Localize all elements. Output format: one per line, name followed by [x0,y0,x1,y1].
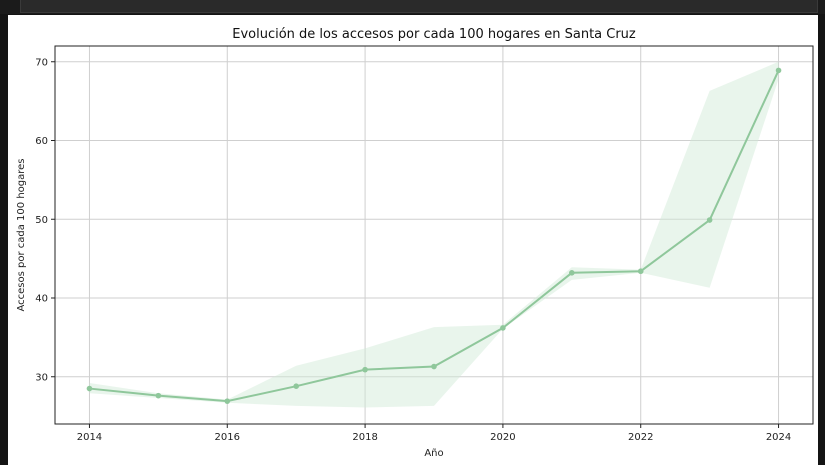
data-point [706,217,713,223]
y-axis-label: Accesos por cada 100 hogares [16,158,27,311]
x-tick-label: 2022 [628,432,653,443]
y-tick-label: 70 [35,57,48,68]
x-tick-label: 2014 [77,432,102,443]
data-point [224,398,231,404]
data-point [775,67,782,74]
data-point [362,366,368,373]
x-tick-label: 2024 [766,432,791,443]
confidence-band [89,61,779,408]
data-point [86,385,93,392]
data-point [637,268,644,275]
x-axis-label: Año [424,448,443,459]
grid [55,46,813,424]
data-point [569,270,575,276]
data-point [155,392,162,399]
y-tick-label: 40 [35,294,48,305]
y-tick-label: 50 [35,215,48,226]
chart-title: Evolución de los accesos por cada 100 ho… [232,27,636,42]
chart-canvas: 2014 2016 2018 2020 2022 2024 30 40 50 60 70 Evolu… [8,15,818,465]
notebook-toolbar [0,0,825,14]
data-point [431,363,437,370]
y-tick-label: 30 [35,372,48,383]
x-tick-label: 2020 [490,432,515,443]
x-tick-label: 2016 [215,432,240,443]
x-tick-label: 2018 [352,432,377,443]
data-point [500,325,506,331]
data-point [293,383,299,390]
y-tick-label: 60 [35,136,48,147]
line-chart: 2014 2016 2018 2020 2022 2024 30 40 50 60 70 Evolu… [16,27,814,459]
plot-frame [54,45,814,425]
notebook-cell-header [20,0,818,13]
data-points [86,67,782,404]
axis-ticks: 2014 2016 2018 2020 2022 2024 30 40 50 60 70 [35,57,791,443]
